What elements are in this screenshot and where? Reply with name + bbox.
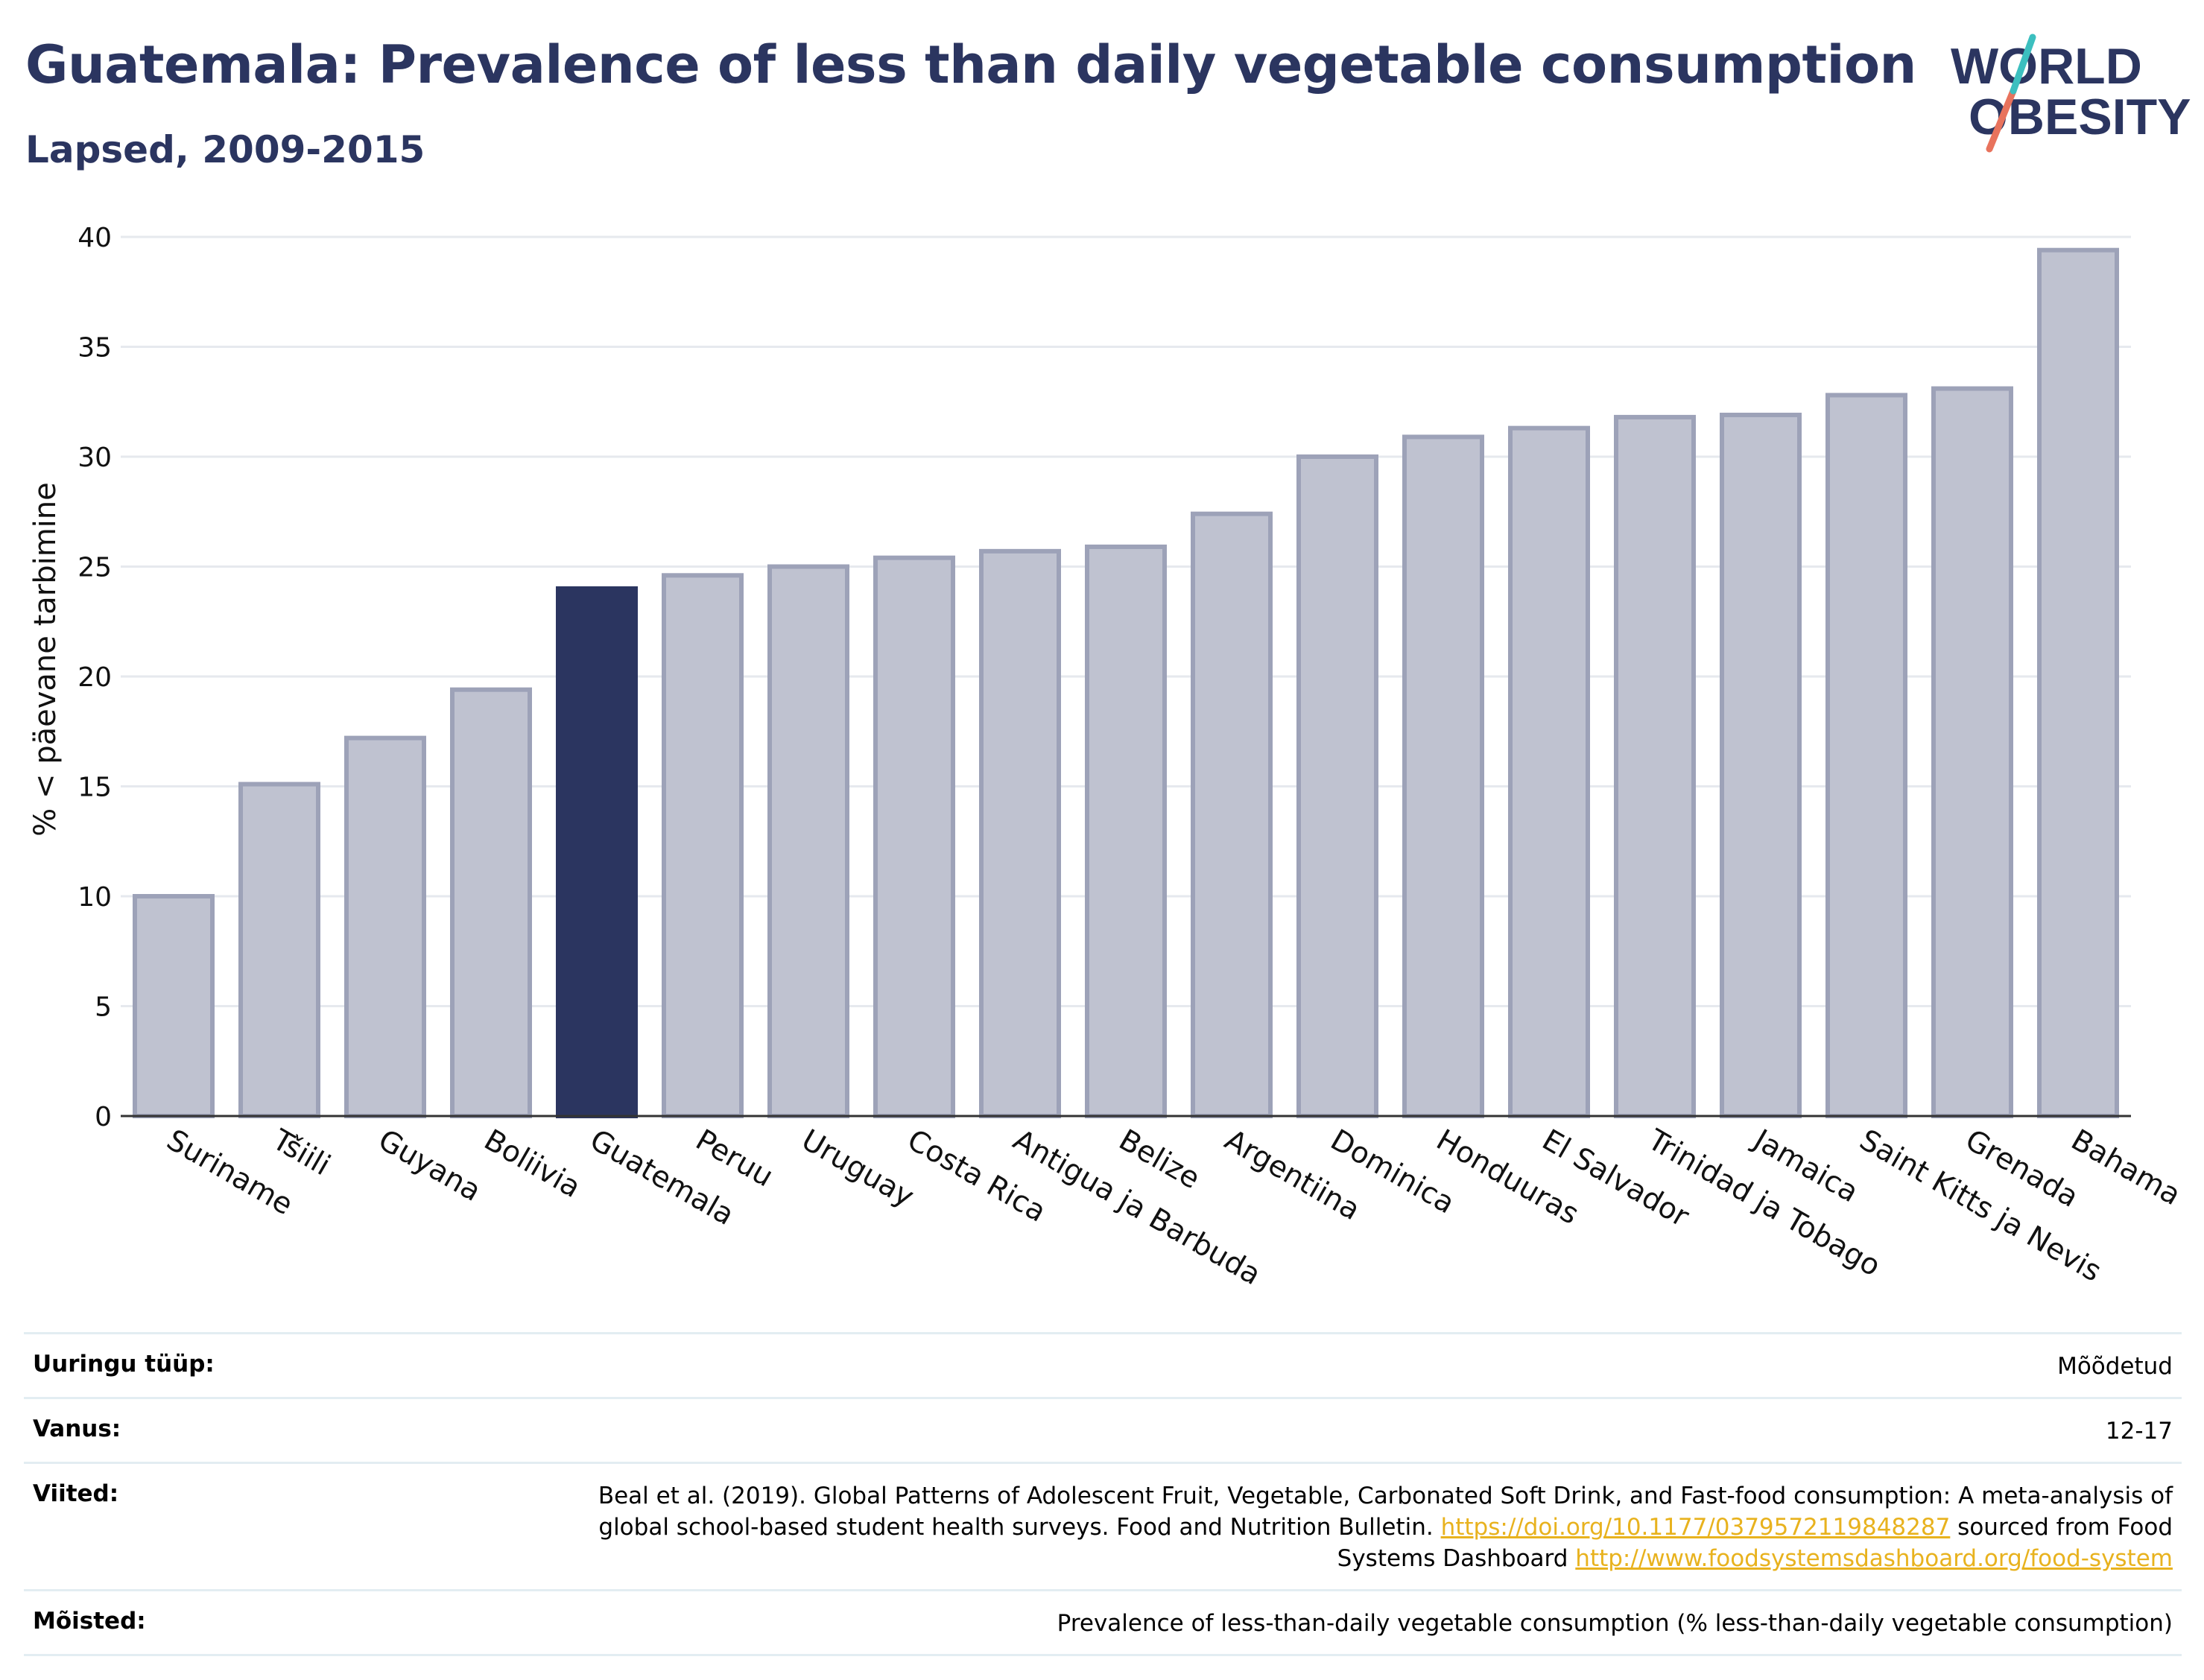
bar-boliivia bbox=[450, 687, 532, 1118]
bar-bahama bbox=[2037, 247, 2119, 1119]
meta-value: Prevalence of less-than-daily vegetable … bbox=[1057, 1610, 2173, 1637]
y-tick-label: 5 bbox=[95, 992, 112, 1023]
bar-trinidad-ja-tobago bbox=[1614, 414, 1696, 1118]
bar-jamaica bbox=[1720, 412, 1802, 1118]
chart-subtitle: Lapsed, 2009-2015 bbox=[25, 128, 425, 171]
references-text: Beal et al. (2019). Global Patterns of A… bbox=[533, 1480, 2173, 1574]
meta-row-survey-type: Uuringu tüüp: Mõõdetud bbox=[24, 1332, 2182, 1397]
bar-peruu bbox=[662, 573, 744, 1118]
bar-el-salvador bbox=[1508, 425, 1590, 1118]
x-tick-label: Tšiili bbox=[266, 1123, 336, 1182]
chart-title: Guatemala: Prevalence of less than daily… bbox=[25, 34, 1916, 95]
doi-link[interactable]: https://doi.org/10.1177/0379572119848287 bbox=[1440, 1514, 1951, 1541]
y-tick-label: 40 bbox=[77, 223, 112, 253]
bar-suriname bbox=[133, 894, 215, 1118]
meta-row-references: Viited: Beal et al. (2019). Global Patte… bbox=[24, 1462, 2182, 1589]
meta-row-age: Vanus: 12-17 bbox=[24, 1397, 2182, 1462]
x-tick-label: Boliivia bbox=[478, 1123, 586, 1205]
bar-belize bbox=[1085, 544, 1167, 1118]
x-tick-label: Uruguay bbox=[796, 1123, 919, 1214]
bars bbox=[133, 247, 2119, 1119]
meta-label: Mõisted: bbox=[33, 1608, 146, 1635]
logo-line1: WORLD bbox=[1951, 38, 2142, 95]
x-tick-label: Guyana bbox=[373, 1123, 487, 1208]
bar-antigua-ja-barbuda bbox=[979, 548, 1061, 1118]
y-tick-label: 15 bbox=[77, 773, 112, 803]
bar-argentiina bbox=[1191, 511, 1273, 1118]
meta-label: Vanus: bbox=[33, 1416, 121, 1442]
bar-saint-kitts-ja-nevis bbox=[1825, 393, 1907, 1118]
y-axis-ticks: 0 5 10 15 20 25 30 35 40 bbox=[77, 223, 112, 1132]
meta-value: 12-17 bbox=[2105, 1418, 2173, 1445]
bar-costa-rica bbox=[873, 555, 955, 1118]
y-tick-label: 30 bbox=[77, 443, 112, 473]
x-tick-label: Bahama bbox=[2065, 1123, 2186, 1213]
dashboard-link[interactable]: http://www.foodsystemsdashboard.org/food… bbox=[1575, 1545, 2173, 1572]
world-obesity-logo: WORLD OBESITY bbox=[1951, 34, 2191, 153]
reference-source: sourced from Food Systems Dashboard bbox=[1337, 1514, 2173, 1572]
y-axis-label: % < päevane tarbimine bbox=[28, 482, 63, 837]
y-tick-label: 25 bbox=[77, 553, 112, 583]
bar-dominica bbox=[1296, 454, 1378, 1118]
bar-uruguay bbox=[767, 564, 849, 1118]
meta-label: Uuringu tüüp: bbox=[33, 1351, 215, 1378]
bar-honduuras bbox=[1402, 434, 1484, 1118]
reference-citation: Beal et al. (2019). Global Patterns of A… bbox=[598, 1483, 2173, 1541]
meta-value: Mõõdetud bbox=[2057, 1353, 2173, 1380]
y-tick-label: 0 bbox=[95, 1102, 112, 1132]
metadata-table: Uuringu tüüp: Mõõdetud Vanus: 12-17 Viit… bbox=[24, 1332, 2182, 1656]
bar-grenada bbox=[1931, 386, 2013, 1118]
bar-t-iili bbox=[238, 782, 320, 1119]
y-tick-label: 20 bbox=[77, 662, 112, 693]
y-tick-label: 35 bbox=[77, 333, 112, 364]
bar-guyana bbox=[344, 735, 426, 1118]
y-tick-label: 10 bbox=[77, 882, 112, 913]
bar-guatemala bbox=[556, 586, 638, 1118]
meta-row-definitions: Mõisted: Prevalence of less-than-daily v… bbox=[24, 1589, 2182, 1656]
meta-label: Viited: bbox=[33, 1480, 119, 1507]
